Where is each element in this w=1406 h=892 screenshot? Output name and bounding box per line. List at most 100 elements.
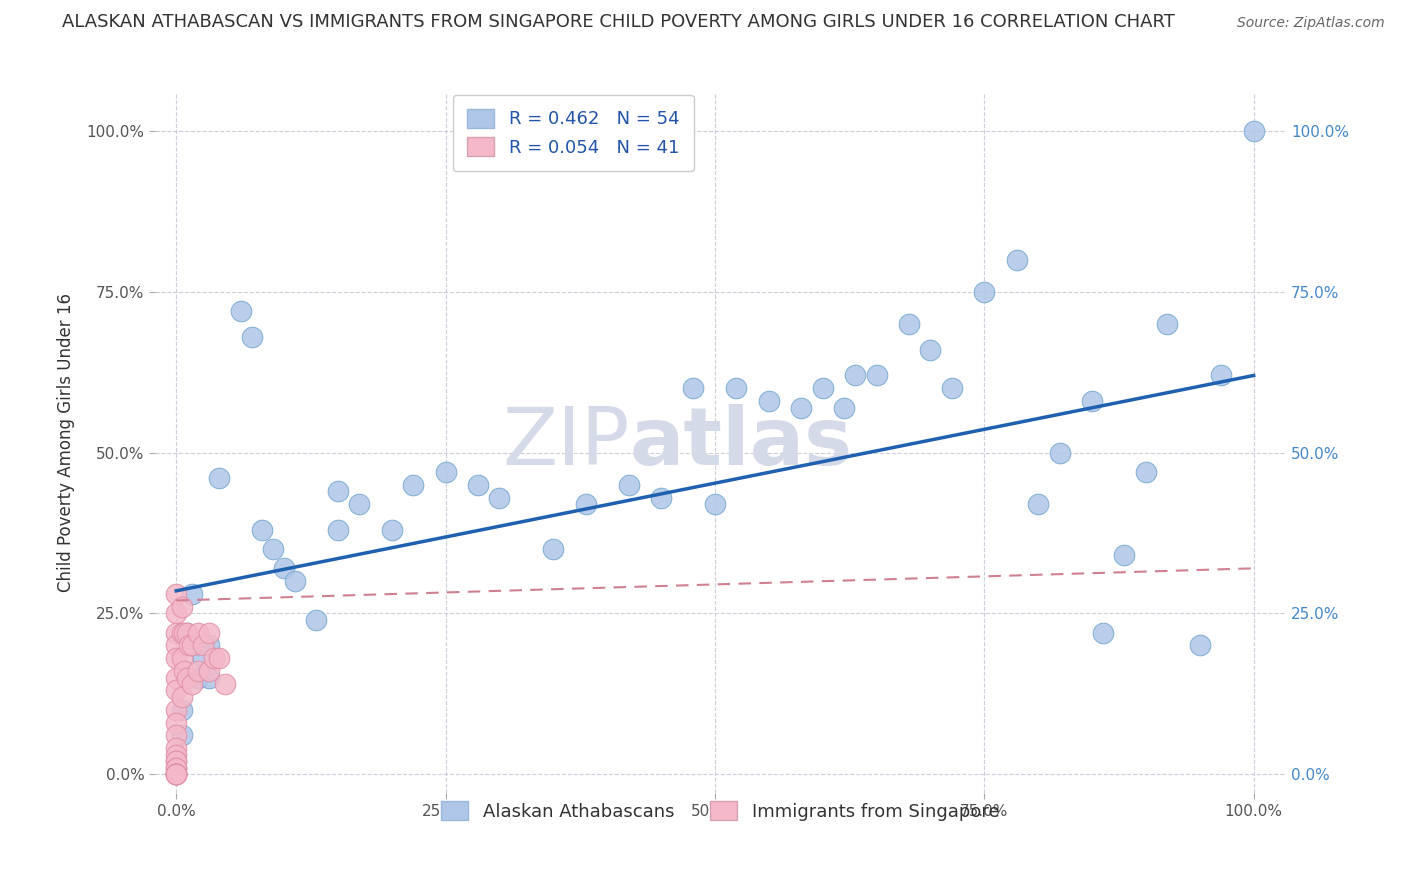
Legend: Alaskan Athabascans, Immigrants from Singapore: Alaskan Athabascans, Immigrants from Sin… — [429, 789, 1012, 833]
Point — [165, 761, 187, 775]
Point — [165, 761, 187, 775]
Point — [262, 542, 284, 557]
Point — [617, 477, 640, 491]
Point — [176, 625, 198, 640]
Point — [703, 497, 725, 511]
Point — [179, 639, 201, 653]
Point — [434, 465, 457, 479]
Point — [187, 664, 209, 678]
Point — [326, 523, 349, 537]
Point — [1188, 639, 1211, 653]
Point — [170, 599, 193, 614]
Point — [1081, 394, 1104, 409]
Point — [1211, 368, 1233, 383]
Point — [165, 671, 187, 685]
Point — [1114, 549, 1136, 563]
Point — [170, 651, 193, 665]
Point — [170, 729, 193, 743]
Point — [488, 491, 510, 505]
Text: Source: ZipAtlas.com: Source: ZipAtlas.com — [1237, 16, 1385, 30]
Point — [181, 587, 204, 601]
Point — [543, 542, 565, 557]
Point — [273, 561, 295, 575]
Point — [165, 767, 187, 781]
Point — [229, 304, 252, 318]
Y-axis label: Child Poverty Among Girls Under 16: Child Poverty Among Girls Under 16 — [58, 293, 75, 592]
Point — [181, 677, 204, 691]
Point — [897, 317, 920, 331]
Text: ALASKAN ATHABASCAN VS IMMIGRANTS FROM SINGAPORE CHILD POVERTY AMONG GIRLS UNDER : ALASKAN ATHABASCAN VS IMMIGRANTS FROM SI… — [62, 13, 1175, 31]
Point — [173, 664, 195, 678]
Point — [170, 703, 193, 717]
Point — [176, 671, 198, 685]
Point — [165, 767, 187, 781]
Point — [725, 381, 748, 395]
Point — [165, 607, 187, 621]
Point — [202, 651, 225, 665]
Point — [467, 477, 489, 491]
Point — [197, 625, 219, 640]
Point — [165, 715, 187, 730]
Point — [197, 671, 219, 685]
Point — [173, 625, 195, 640]
Point — [165, 767, 187, 781]
Point — [326, 484, 349, 499]
Point — [165, 754, 187, 768]
Point — [650, 491, 672, 505]
Point — [176, 671, 198, 685]
Point — [197, 664, 219, 678]
Point — [187, 639, 209, 653]
Point — [381, 523, 404, 537]
Point — [252, 523, 274, 537]
Point — [165, 767, 187, 781]
Point — [865, 368, 887, 383]
Point — [165, 741, 187, 756]
Point — [305, 613, 328, 627]
Point — [1005, 252, 1028, 267]
Point — [208, 651, 231, 665]
Point — [973, 285, 995, 299]
Point — [349, 497, 371, 511]
Point — [575, 497, 598, 511]
Point — [165, 625, 187, 640]
Point — [1135, 465, 1157, 479]
Point — [1091, 625, 1114, 640]
Point — [165, 703, 187, 717]
Point — [790, 401, 813, 415]
Point — [170, 625, 193, 640]
Point — [284, 574, 307, 589]
Point — [402, 477, 425, 491]
Point — [165, 729, 187, 743]
Point — [240, 330, 263, 344]
Point — [165, 754, 187, 768]
Point — [197, 639, 219, 653]
Point — [832, 401, 855, 415]
Point — [165, 683, 187, 698]
Point — [920, 343, 942, 357]
Point — [1049, 445, 1071, 459]
Point — [208, 471, 231, 485]
Point — [214, 677, 236, 691]
Point — [844, 368, 866, 383]
Point — [187, 671, 209, 685]
Point — [1243, 124, 1265, 138]
Point — [165, 767, 187, 781]
Text: ZIP: ZIP — [502, 404, 630, 482]
Point — [758, 394, 780, 409]
Point — [165, 651, 187, 665]
Point — [165, 587, 187, 601]
Point — [165, 639, 187, 653]
Point — [165, 747, 187, 762]
Text: atlas: atlas — [630, 404, 853, 482]
Point — [941, 381, 963, 395]
Point — [811, 381, 834, 395]
Point — [187, 625, 209, 640]
Point — [165, 767, 187, 781]
Point — [181, 639, 204, 653]
Point — [1026, 497, 1049, 511]
Point — [1156, 317, 1178, 331]
Point — [193, 651, 215, 665]
Point — [682, 381, 704, 395]
Point — [170, 690, 193, 704]
Point — [176, 625, 198, 640]
